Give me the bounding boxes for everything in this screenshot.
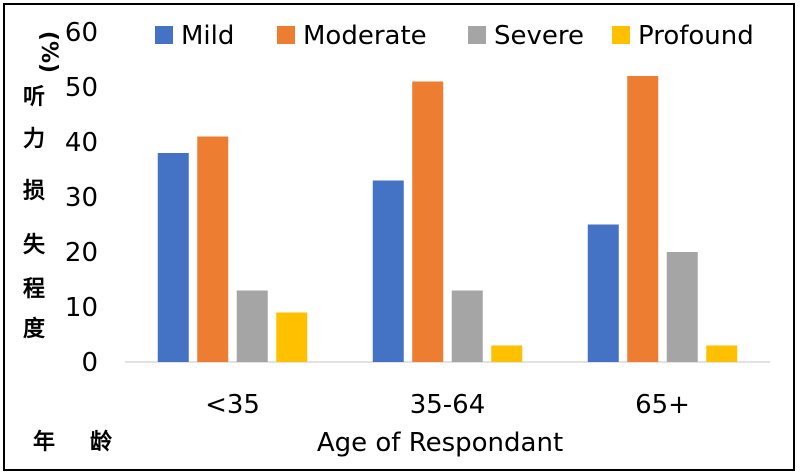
bar-mild <box>587 224 619 362</box>
legend-swatch-moderate <box>277 26 295 44</box>
x-axis-tick-labels: <35 35-64 65+ <box>205 390 690 420</box>
bar-profound <box>491 345 523 362</box>
legend-label-severe: Severe <box>494 21 584 51</box>
bar-mild <box>157 153 189 362</box>
bars <box>157 76 738 362</box>
x-axis-label-cn-char: 年 <box>33 429 55 455</box>
y-tick-label: 40 <box>65 128 98 158</box>
y-tick-label: 10 <box>65 293 98 323</box>
legend-label-profound: Profound <box>638 21 754 51</box>
y-axis-label-char: 听 <box>23 85 45 110</box>
bar-severe <box>666 252 698 362</box>
bar-moderate <box>412 81 444 362</box>
bar-mild <box>372 180 404 362</box>
y-axis-label-char: 失 <box>23 233 46 258</box>
y-tick-label: 60 <box>65 18 98 48</box>
x-axis-label-group: Age of Respondant 年 龄 <box>33 428 563 458</box>
y-tick-label: 50 <box>65 73 98 103</box>
bar-profound <box>706 345 738 362</box>
y-axis-ticks: 0 10 20 30 40 50 60 <box>65 18 98 378</box>
y-tick-label: 0 <box>81 348 98 378</box>
legend-swatch-profound <box>612 26 630 44</box>
bar-moderate <box>627 76 659 362</box>
bar-severe <box>236 290 268 362</box>
y-axis-label-char: 程 <box>23 277 45 302</box>
legend: Mild Moderate Severe Profound <box>155 21 754 51</box>
x-axis-label: Age of Respondant <box>317 428 563 458</box>
bar-profound <box>276 312 308 362</box>
y-axis-label-char: 度 <box>23 316 46 342</box>
legend-swatch-mild <box>155 26 173 44</box>
x-tick-label: 65+ <box>635 390 690 420</box>
bar-moderate <box>197 136 229 362</box>
bar-severe <box>451 290 483 362</box>
legend-label-moderate: Moderate <box>303 21 427 51</box>
y-axis-label-char: 损 <box>23 179 45 204</box>
y-tick-label: 20 <box>65 238 98 268</box>
legend-swatch-severe <box>468 26 486 44</box>
y-tick-label: 30 <box>65 183 98 213</box>
y-axis-label-char: 力 <box>23 127 45 152</box>
legend-label-mild: Mild <box>181 21 234 51</box>
x-axis-label-cn-char: 龄 <box>90 429 113 455</box>
x-tick-label: <35 <box>205 390 260 420</box>
y-axis-unit: (%) <box>36 31 61 73</box>
x-tick-label: 35-64 <box>410 390 486 420</box>
